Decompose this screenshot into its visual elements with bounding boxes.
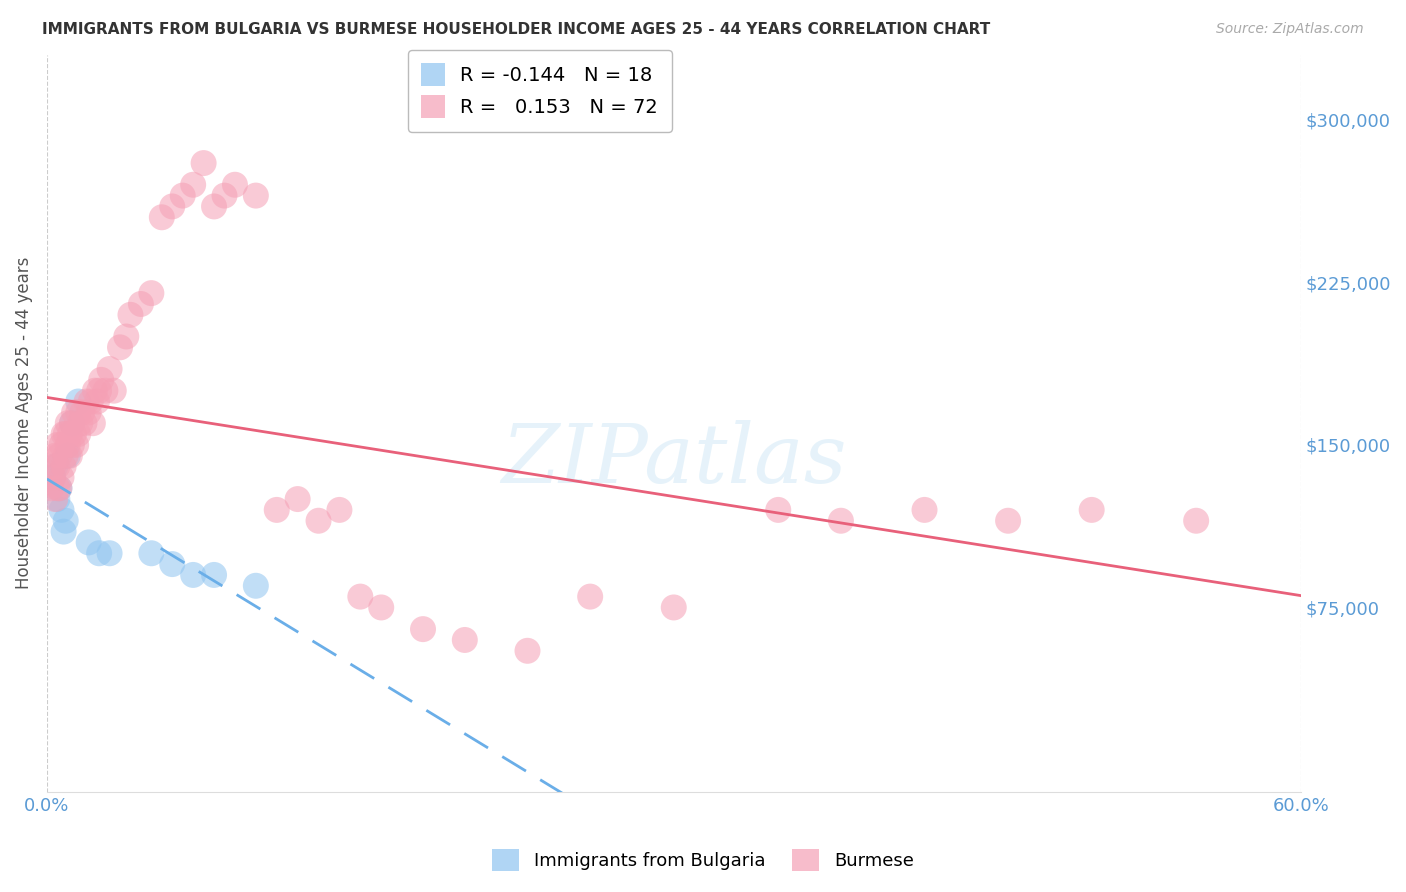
- Point: [46, 491, 69, 506]
- Point: [202, 199, 225, 213]
- Point: [181, 568, 204, 582]
- Point: [129, 297, 152, 311]
- Point: [55, 427, 77, 442]
- Legend: Immigrants from Bulgaria, Burmese: Immigrants from Bulgaria, Burmese: [485, 842, 921, 879]
- Text: Source: ZipAtlas.com: Source: ZipAtlas.com: [1216, 22, 1364, 37]
- Point: [1185, 514, 1208, 528]
- Point: [90, 373, 112, 387]
- Point: [69, 416, 91, 430]
- Point: [830, 514, 852, 528]
- Point: [768, 503, 790, 517]
- Point: [56, 438, 79, 452]
- Text: ZIPatlas: ZIPatlas: [501, 420, 846, 500]
- Point: [44, 491, 66, 506]
- Point: [63, 405, 86, 419]
- Point: [46, 459, 69, 474]
- Point: [224, 178, 246, 192]
- Point: [308, 514, 330, 528]
- Point: [914, 503, 936, 517]
- Point: [60, 416, 83, 430]
- Point: [60, 416, 83, 430]
- Point: [42, 470, 65, 484]
- Point: [516, 644, 538, 658]
- Point: [52, 459, 75, 474]
- Point: [172, 188, 194, 202]
- Point: [80, 394, 103, 409]
- Point: [63, 427, 86, 442]
- Point: [59, 427, 82, 442]
- Point: [82, 416, 104, 430]
- Point: [77, 535, 100, 549]
- Point: [73, 416, 96, 430]
- Point: [103, 384, 125, 398]
- Point: [1080, 503, 1102, 517]
- Point: [48, 481, 70, 495]
- Point: [108, 340, 131, 354]
- Point: [214, 188, 236, 202]
- Point: [579, 590, 602, 604]
- Point: [150, 211, 173, 225]
- Point: [98, 362, 121, 376]
- Point: [94, 384, 117, 398]
- Y-axis label: Householder Income Ages 25 - 44 years: Householder Income Ages 25 - 44 years: [15, 257, 32, 590]
- Point: [46, 438, 69, 452]
- Point: [662, 600, 685, 615]
- Point: [86, 394, 108, 409]
- Point: [55, 514, 77, 528]
- Point: [245, 188, 267, 202]
- Point: [67, 394, 90, 409]
- Point: [162, 557, 184, 571]
- Point: [46, 481, 69, 495]
- Point: [55, 449, 77, 463]
- Point: [77, 405, 100, 419]
- Point: [51, 438, 73, 452]
- Point: [48, 481, 70, 495]
- Point: [51, 470, 73, 484]
- Point: [141, 546, 163, 560]
- Legend: R = -0.144   N = 18, R =   0.153   N = 72: R = -0.144 N = 18, R = 0.153 N = 72: [408, 50, 672, 131]
- Point: [181, 178, 204, 192]
- Point: [39, 481, 62, 495]
- Point: [59, 449, 82, 463]
- Point: [51, 503, 73, 517]
- Point: [245, 579, 267, 593]
- Point: [266, 503, 288, 517]
- Point: [84, 384, 107, 398]
- Point: [67, 405, 90, 419]
- Point: [997, 514, 1019, 528]
- Point: [120, 308, 142, 322]
- Point: [328, 503, 350, 517]
- Point: [412, 622, 434, 636]
- Text: IMMIGRANTS FROM BULGARIA VS BURMESE HOUSEHOLDER INCOME AGES 25 - 44 YEARS CORREL: IMMIGRANTS FROM BULGARIA VS BURMESE HOUS…: [42, 22, 990, 37]
- Point: [48, 449, 70, 463]
- Point: [162, 199, 184, 213]
- Point: [56, 449, 79, 463]
- Point: [98, 546, 121, 560]
- Point: [56, 416, 79, 430]
- Point: [76, 394, 98, 409]
- Point: [65, 438, 87, 452]
- Point: [42, 459, 65, 474]
- Point: [52, 427, 75, 442]
- Point: [115, 329, 138, 343]
- Point: [72, 405, 94, 419]
- Point: [370, 600, 392, 615]
- Point: [44, 449, 66, 463]
- Point: [60, 438, 83, 452]
- Point: [89, 384, 111, 398]
- Point: [89, 546, 111, 560]
- Point: [202, 568, 225, 582]
- Point: [67, 427, 90, 442]
- Point: [52, 524, 75, 539]
- Point: [141, 286, 163, 301]
- Point: [349, 590, 371, 604]
- Point: [193, 156, 215, 170]
- Point: [287, 491, 309, 506]
- Point: [44, 459, 66, 474]
- Point: [454, 632, 477, 647]
- Point: [42, 470, 65, 484]
